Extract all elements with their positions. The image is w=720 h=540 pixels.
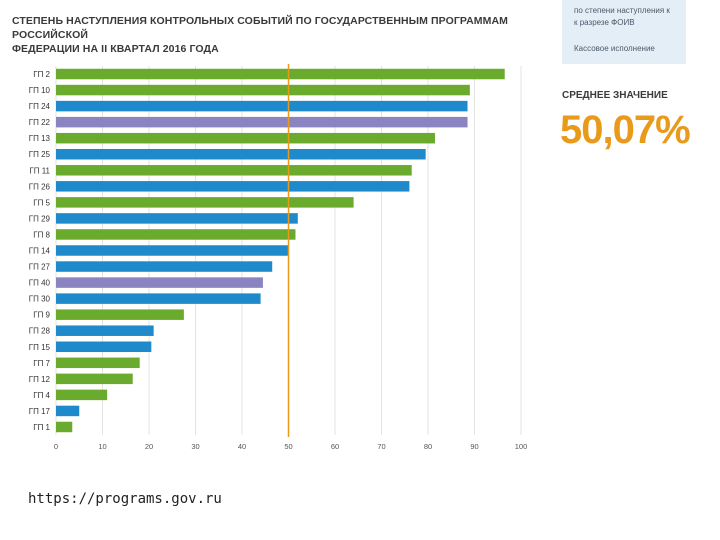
x-tick-label: 30 bbox=[191, 442, 199, 451]
bar bbox=[56, 405, 80, 417]
x-tick-label: 20 bbox=[145, 442, 153, 451]
x-tick-label: 10 bbox=[98, 442, 106, 451]
bar-chart: 0 10 20 30 40 50 60 70 80 90 100 ГП 2 ГП 10 ГП 24 ГП 2… bbox=[29, 64, 528, 451]
bar bbox=[56, 341, 152, 353]
category-label: ГП 22 bbox=[29, 118, 51, 127]
average-value: 50,07% bbox=[560, 108, 691, 152]
category-label: ГП 4 bbox=[33, 391, 50, 400]
bar bbox=[56, 229, 296, 240]
category-label: ГП 27 bbox=[29, 263, 51, 272]
chart-title: СТЕПЕНЬ НАСТУПЛЕНИЯ КОНТРОЛЬНЫХ СОБЫТИЙ … bbox=[12, 14, 522, 56]
category-label: ГП 1 bbox=[33, 423, 50, 432]
bar bbox=[56, 100, 468, 112]
bar bbox=[56, 277, 263, 288]
chart-title-line2: ФЕДЕРАЦИИ НА II КВАРТАЛ 2016 ГОДА bbox=[12, 43, 219, 55]
x-tick-label: 70 bbox=[377, 442, 385, 451]
category-label: ГП 26 bbox=[29, 182, 51, 191]
category-label: ГП 28 bbox=[29, 327, 51, 336]
category-label: ГП 8 bbox=[33, 230, 50, 239]
category-label: ГП 40 bbox=[29, 279, 51, 288]
bar bbox=[56, 309, 184, 320]
source-url[interactable]: https://programs.gov.ru bbox=[28, 491, 222, 507]
bar bbox=[56, 132, 435, 144]
x-tick-label: 0 bbox=[54, 442, 58, 451]
bar bbox=[56, 165, 412, 176]
category-label: ГП 24 bbox=[29, 102, 51, 111]
bar bbox=[56, 421, 73, 433]
x-tick-label: 90 bbox=[470, 442, 478, 451]
chart-title-line1: СТЕПЕНЬ НАСТУПЛЕНИЯ КОНТРОЛЬНЫХ СОБЫТИЙ … bbox=[12, 15, 509, 41]
category-label: ГП 2 bbox=[33, 70, 50, 79]
bar bbox=[56, 357, 140, 369]
bar bbox=[56, 84, 470, 96]
side-panel-line2: к разрезе ФОИВ bbox=[574, 18, 635, 27]
bar bbox=[56, 293, 261, 304]
x-tick-label: 80 bbox=[424, 442, 432, 451]
category-label: ГП 10 bbox=[29, 86, 51, 95]
category-label: ГП 12 bbox=[29, 375, 51, 384]
category-label: ГП 7 bbox=[33, 359, 50, 368]
category-label: ГП 9 bbox=[33, 311, 50, 320]
category-label: ГП 30 bbox=[29, 295, 51, 304]
x-tick-label: 100 bbox=[515, 442, 528, 451]
category-label: ГП 15 bbox=[29, 343, 51, 352]
side-panel-line3[interactable]: Кассовое исполнение bbox=[574, 44, 655, 53]
bar bbox=[56, 245, 289, 256]
bar bbox=[56, 373, 133, 385]
bar bbox=[56, 68, 505, 80]
x-tick-label: 50 bbox=[284, 442, 292, 451]
bar bbox=[56, 213, 298, 224]
bar bbox=[56, 116, 468, 128]
side-panel: по степени наступления к к разрезе ФОИВ … bbox=[562, 0, 686, 64]
average-label: СРЕДНЕЕ ЗНАЧЕНИЕ bbox=[562, 90, 668, 101]
category-label: ГП 5 bbox=[33, 198, 50, 207]
category-label: ГП 14 bbox=[29, 247, 51, 256]
bar bbox=[56, 197, 354, 208]
bar bbox=[56, 181, 410, 192]
x-tick-label: 60 bbox=[331, 442, 339, 451]
side-panel-line1: по степени наступления к bbox=[574, 6, 670, 15]
bar bbox=[56, 148, 426, 160]
x-tick-label: 40 bbox=[238, 442, 246, 451]
category-label: ГП 13 bbox=[29, 134, 51, 143]
bar bbox=[56, 261, 273, 272]
bar bbox=[56, 389, 108, 401]
category-label: ГП 29 bbox=[29, 214, 51, 223]
category-label: ГП 17 bbox=[29, 407, 51, 416]
bar bbox=[56, 325, 154, 336]
category-label: ГП 25 bbox=[29, 150, 51, 159]
category-label: ГП 11 bbox=[29, 166, 50, 175]
